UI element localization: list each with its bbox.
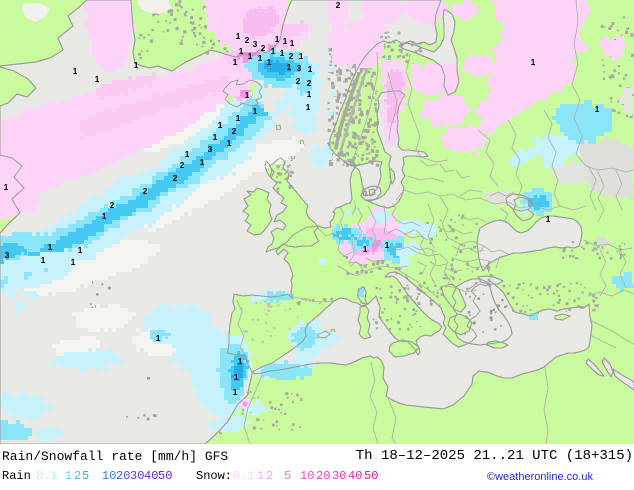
svg-text:1: 1 [134,61,139,70]
svg-text:1: 1 [95,75,100,84]
svg-text:1: 1 [71,258,76,267]
svg-text:1: 1 [233,388,238,397]
svg-text:1: 1 [287,63,292,72]
svg-text:2: 2 [143,187,148,196]
svg-text:1: 1 [78,246,83,255]
svg-text:1: 1 [299,52,304,61]
svg-text:1: 1 [595,105,600,114]
svg-text:1: 1 [307,90,312,99]
svg-text:1: 1 [253,107,258,116]
svg-text:2: 2 [296,77,301,86]
svg-text:1: 1 [73,67,78,76]
svg-text:2: 2 [289,52,294,61]
svg-text:1: 1 [363,245,368,254]
svg-text:1: 1 [4,183,9,192]
svg-text:3: 3 [5,251,10,260]
svg-text:1: 1 [546,215,551,224]
svg-text:2: 2 [245,36,250,45]
svg-text:1: 1 [200,158,205,167]
svg-text:1: 1 [218,121,223,130]
svg-text:1: 1 [156,334,161,343]
svg-text:3: 3 [297,64,302,73]
svg-text:1: 1 [233,58,238,67]
svg-text:1: 1 [238,357,243,366]
svg-text:1: 1 [385,241,390,250]
svg-text:1: 1 [531,58,536,67]
svg-text:1: 1 [234,373,239,382]
svg-text:2: 2 [307,79,312,88]
svg-text:1: 1 [213,133,218,142]
svg-text:2: 2 [110,201,115,210]
svg-text:1: 1 [283,37,288,46]
svg-text:1: 1 [48,243,53,252]
svg-text:1: 1 [275,35,280,44]
svg-text:1: 1 [290,39,295,48]
svg-text:1: 1 [245,91,250,100]
svg-text:2: 2 [261,44,266,53]
svg-text:1: 1 [41,256,46,265]
svg-text:1: 1 [239,47,244,56]
svg-text:1: 1 [236,114,241,123]
svg-text:3: 3 [208,145,213,154]
svg-text:1: 1 [227,139,232,148]
svg-text:1: 1 [280,49,285,58]
svg-text:2: 2 [336,1,341,10]
svg-text:3: 3 [253,40,258,49]
svg-text:1: 1 [271,47,276,56]
svg-text:1: 1 [248,52,253,61]
svg-text:1: 1 [102,212,107,221]
svg-text:1: 1 [306,103,311,112]
svg-text:1: 1 [236,32,241,41]
svg-text:1: 1 [185,150,190,159]
svg-text:2: 2 [232,127,237,136]
svg-text:1: 1 [267,58,272,67]
svg-text:2: 2 [173,174,178,183]
svg-text:1: 1 [308,65,313,74]
svg-text:1: 1 [258,54,263,63]
svg-text:2: 2 [180,161,185,170]
